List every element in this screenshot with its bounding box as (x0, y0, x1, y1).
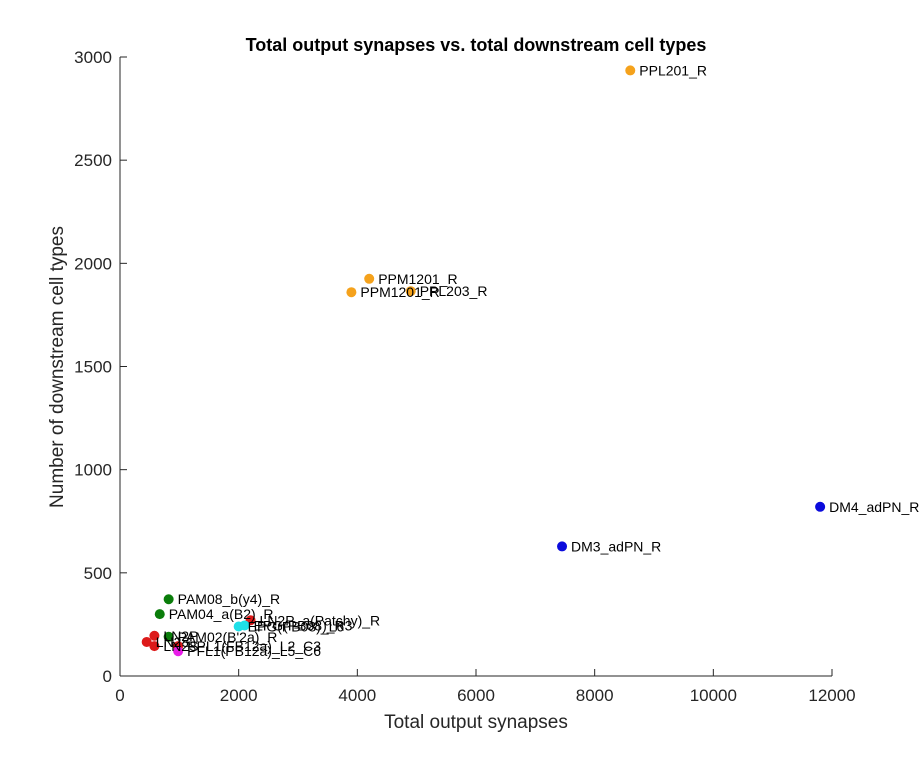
data-point-label: PPM1201_R (360, 284, 439, 300)
data-point-label: PAM04_a(B2)_R (169, 606, 274, 622)
x-ticks: 0 2000 4000 6000 8000 10000 12000 (115, 669, 856, 705)
data-point-label: DM4_adPN_R (829, 499, 919, 515)
x-tick-label: 4000 (338, 686, 376, 705)
data-point (346, 287, 357, 298)
x-tick-label: 8000 (576, 686, 614, 705)
data-point (154, 609, 165, 620)
data-point-label: PPL203_R (420, 283, 488, 299)
data-points (141, 65, 826, 657)
data-point (364, 273, 375, 284)
axes (119, 57, 832, 677)
data-point-label: PAM08_b(y4)_R (178, 591, 280, 607)
data-point-label: PFL1(PB12a)_L5_C6 (187, 643, 321, 659)
data-point-label: PAM02(B'2a)_R (178, 629, 278, 645)
x-tick-label: 6000 (457, 686, 495, 705)
x-tick-label: 0 (115, 686, 124, 705)
data-point (163, 631, 174, 642)
data-point-label: PPL201_R (639, 62, 707, 78)
y-tick-label: 2000 (74, 254, 112, 273)
data-point-label: EPG(PB08)_R3 (254, 617, 353, 633)
y-tick-label: 3000 (74, 48, 112, 67)
data-point (141, 636, 152, 647)
data-point-label: EPG(PB08)_L6 (248, 618, 345, 634)
data-point (173, 646, 184, 657)
data-point-label: LN2S (156, 634, 191, 650)
data-point (239, 620, 250, 631)
x-tick-label: 2000 (220, 686, 258, 705)
y-ticks: 0 500 1000 1500 2000 2500 3000 (74, 48, 127, 686)
y-axis-label: Number of downstream cell types (47, 226, 68, 508)
data-point-label: LN2P_a(Patchy)_R (260, 612, 381, 628)
data-point-label: LN2S (163, 638, 198, 654)
x-axis-label: Total output synapses (384, 712, 568, 733)
x-tick-label: 12000 (808, 686, 855, 705)
data-point-label: PPL1(FB12a)_L2_C3 (187, 638, 321, 654)
data-point-label: PPM1201_R (378, 271, 457, 287)
y-tick-label: 1000 (74, 461, 112, 480)
x-tick-label: 10000 (690, 686, 737, 705)
data-point (149, 641, 160, 652)
y-tick-label: 2500 (74, 151, 112, 170)
y-tick-label: 1500 (74, 358, 112, 377)
data-point-label: DM3_adPN_R (571, 538, 661, 554)
data-point (815, 501, 826, 512)
data-point (149, 630, 160, 641)
data-point-label: LN2P (163, 628, 198, 644)
chart-title: Total output synapses vs. total downstre… (246, 35, 707, 55)
data-point (557, 541, 568, 552)
y-tick-label: 0 (103, 667, 112, 686)
data-point (163, 594, 174, 605)
data-point (625, 65, 636, 76)
y-tick-label: 500 (84, 564, 112, 583)
data-point (405, 286, 416, 297)
